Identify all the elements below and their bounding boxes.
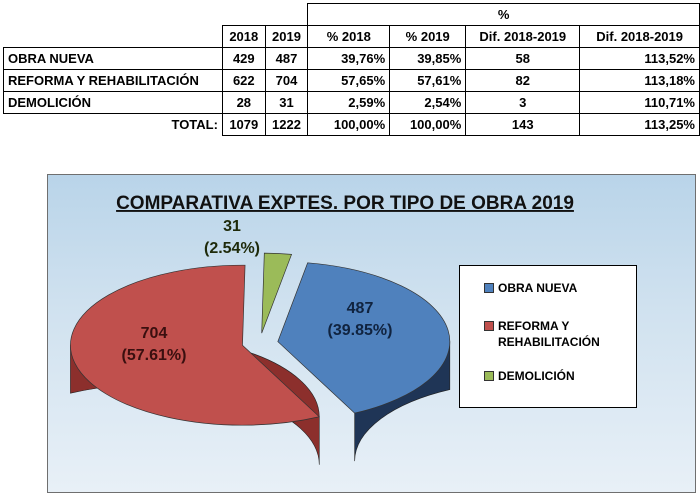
table-row: OBRA NUEVA 429 487 39,76% 39,85% 58 113,… bbox=[3, 47, 700, 70]
header-2019: 2019 bbox=[264, 25, 309, 48]
total-dif: 143 bbox=[465, 113, 581, 136]
legend: OBRA NUEVA REFORMA Y REHABILITACIÓN DEMOLIC… bbox=[459, 265, 637, 408]
cell-pct-2018: 57,65% bbox=[307, 69, 391, 92]
legend-label-line: REFORMA Y bbox=[498, 319, 570, 333]
cell-dif: 3 bbox=[465, 91, 581, 114]
cell-2019: 31 bbox=[264, 91, 309, 114]
cell-2019: 704 bbox=[264, 69, 309, 92]
total-row: TOTAL: 1079 1222 100,00% 100,00% 143 113… bbox=[4, 113, 700, 136]
cell-pct-2018: 39,76% bbox=[307, 47, 391, 70]
total-2019: 1222 bbox=[264, 113, 309, 136]
table-row: REFORMA Y REHABILITACIÓN 622 704 57,65% … bbox=[3, 69, 700, 92]
chart-panel: COMPARATIVA EXPTES. POR TIPO DE OBRA 201… bbox=[47, 174, 696, 493]
cell-dif: 82 bbox=[465, 69, 581, 92]
table-row: DEMOLICIÓN 28 31 2,59% 2,54% 3 110,71% bbox=[3, 91, 700, 114]
slice-label-line: 31 bbox=[223, 218, 241, 235]
header-dif: Dif. 2018-2019 bbox=[465, 25, 581, 48]
legend-label: DEMOLICIÓN bbox=[498, 368, 638, 384]
legend-label-line: DEMOLICIÓN bbox=[498, 369, 575, 383]
header-2018: 2018 bbox=[221, 25, 266, 48]
legend-item: DEMOLICIÓN bbox=[484, 368, 638, 384]
slice-2 bbox=[261, 252, 293, 334]
legend-label: REFORMA Y REHABILITACIÓN bbox=[498, 318, 638, 350]
header-dif-pct: Dif. 2018-2019 bbox=[579, 25, 700, 48]
pie-chart: COMPARATIVA EXPTES. POR TIPO DE OBRA 201… bbox=[70, 193, 574, 465]
header-pct-2018: % 2018 bbox=[307, 25, 391, 48]
percent-header-row: % bbox=[4, 3, 700, 26]
legend-item: OBRA NUEVA bbox=[484, 280, 638, 296]
column-header-row: 2018 2019 % 2018 % 2019 Dif. 2018-2019 D… bbox=[4, 25, 700, 48]
cell-2018: 622 bbox=[221, 69, 266, 92]
percent-header: % bbox=[307, 3, 700, 26]
cell-pct-2019: 2,54% bbox=[389, 91, 467, 114]
cell-2018: 28 bbox=[221, 91, 266, 114]
slice-label-1: 704 (57.61%) bbox=[122, 325, 187, 364]
cell-pct-2019: 39,85% bbox=[389, 47, 467, 70]
legend-swatch bbox=[484, 371, 494, 381]
slice-label-0: 487 (39.85%) bbox=[328, 300, 393, 339]
slice-label-line: 487 bbox=[347, 300, 374, 317]
slice-1 bbox=[70, 264, 320, 426]
slice-label-2: 31 (2.54%) bbox=[204, 218, 260, 257]
cell-dif-pct: 113,18% bbox=[579, 69, 700, 92]
legend-item: REFORMA Y REHABILITACIÓN bbox=[484, 318, 638, 350]
cell-2019: 487 bbox=[264, 47, 309, 70]
cell-dif: 58 bbox=[465, 47, 581, 70]
pie-slices bbox=[70, 252, 451, 465]
data-table: % 2018 2019 % 2018 % 2019 Dif. 2018-2019… bbox=[3, 3, 700, 136]
total-label: TOTAL: bbox=[171, 117, 218, 133]
slice-label-line: (57.61%) bbox=[122, 347, 187, 364]
slice-label-line: (2.54%) bbox=[204, 240, 260, 257]
total-pct-2019: 100,00% bbox=[389, 113, 467, 136]
total-pct-2018: 100,00% bbox=[307, 113, 391, 136]
cell-pct-2018: 2,59% bbox=[307, 91, 391, 114]
row-label: OBRA NUEVA bbox=[3, 47, 223, 70]
legend-label-line: REHABILITACIÓN bbox=[498, 335, 600, 349]
cell-2018: 429 bbox=[221, 47, 266, 70]
cell-dif-pct: 110,71% bbox=[579, 91, 700, 114]
legend-label: OBRA NUEVA bbox=[498, 280, 638, 296]
legend-swatch bbox=[484, 321, 494, 331]
cell-pct-2019: 57,61% bbox=[389, 69, 467, 92]
row-label: REFORMA Y REHABILITACIÓN bbox=[3, 69, 223, 92]
legend-label-line: OBRA NUEVA bbox=[498, 281, 578, 295]
header-pct-2019: % 2019 bbox=[389, 25, 467, 48]
row-label: DEMOLICIÓN bbox=[3, 91, 223, 114]
slice-label-line: 704 bbox=[141, 325, 168, 342]
legend-swatch bbox=[484, 283, 494, 293]
slice-0 bbox=[277, 262, 451, 414]
pie-labels: 487 (39.85%) 704 (57.61%) 31 (2.54%) bbox=[122, 218, 393, 364]
slice-label-line: (39.85%) bbox=[328, 322, 393, 339]
total-dif-pct: 113,25% bbox=[579, 113, 700, 136]
total-2018: 1079 bbox=[221, 113, 266, 136]
chart-title: COMPARATIVA EXPTES. POR TIPO DE OBRA 201… bbox=[116, 193, 574, 214]
cell-dif-pct: 113,52% bbox=[579, 47, 700, 70]
